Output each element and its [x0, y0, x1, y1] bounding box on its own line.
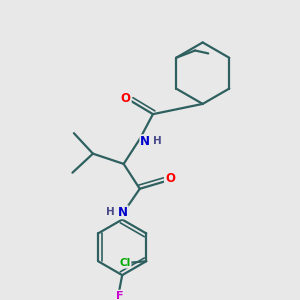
Text: O: O [121, 92, 131, 105]
Text: H: H [106, 207, 115, 217]
Text: N: N [118, 206, 128, 219]
Text: O: O [165, 172, 175, 185]
Text: H: H [153, 136, 162, 146]
Text: Cl: Cl [119, 258, 130, 268]
Text: N: N [140, 135, 150, 148]
Text: F: F [116, 291, 123, 300]
